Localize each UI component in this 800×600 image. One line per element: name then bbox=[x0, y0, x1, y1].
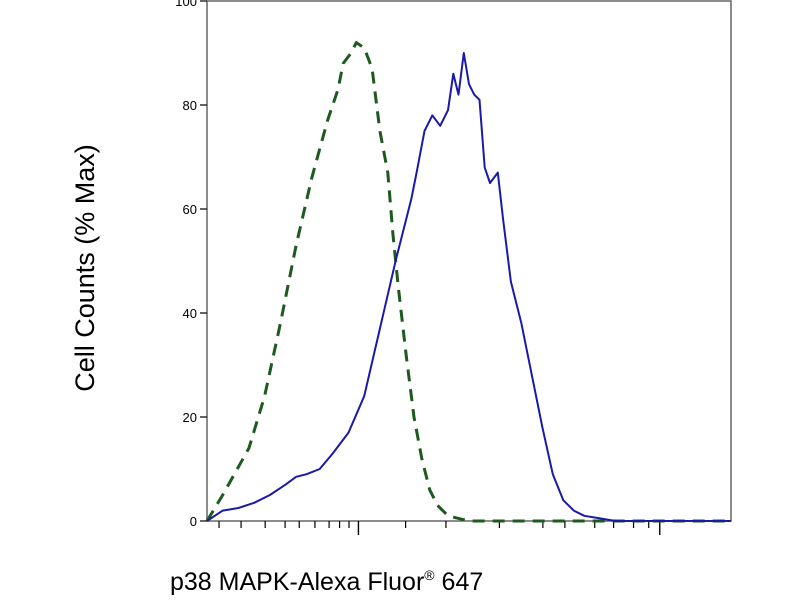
x-axis-label-main: p38 MAPK-Alexa Fluor bbox=[170, 568, 424, 596]
x-axis-ticks bbox=[218, 521, 661, 535]
y-tick-label: 80 bbox=[183, 98, 197, 113]
x-axis-label: p38 MAPK-Alexa Fluor® 647 bbox=[170, 567, 483, 596]
x-axis-label-registered: ® bbox=[424, 567, 435, 583]
y-tick-label: 0 bbox=[190, 514, 197, 529]
y-axis-label: Cell Counts (% Max) bbox=[70, 144, 100, 392]
y-tick-label: 20 bbox=[183, 410, 197, 425]
x-axis-label-tail: 647 bbox=[435, 568, 484, 596]
control-histogram-dashed bbox=[205, 41, 731, 523]
y-tick-label: 100 bbox=[175, 0, 197, 9]
series-layer bbox=[205, 41, 731, 523]
y-tick-label: 40 bbox=[183, 306, 197, 321]
plot-frame bbox=[206, 0, 732, 522]
y-axis-ticks: 0 20 40 60 80 100 bbox=[175, 0, 207, 529]
y-tick-label: 60 bbox=[183, 202, 197, 217]
stained-histogram-solid bbox=[206, 52, 731, 522]
